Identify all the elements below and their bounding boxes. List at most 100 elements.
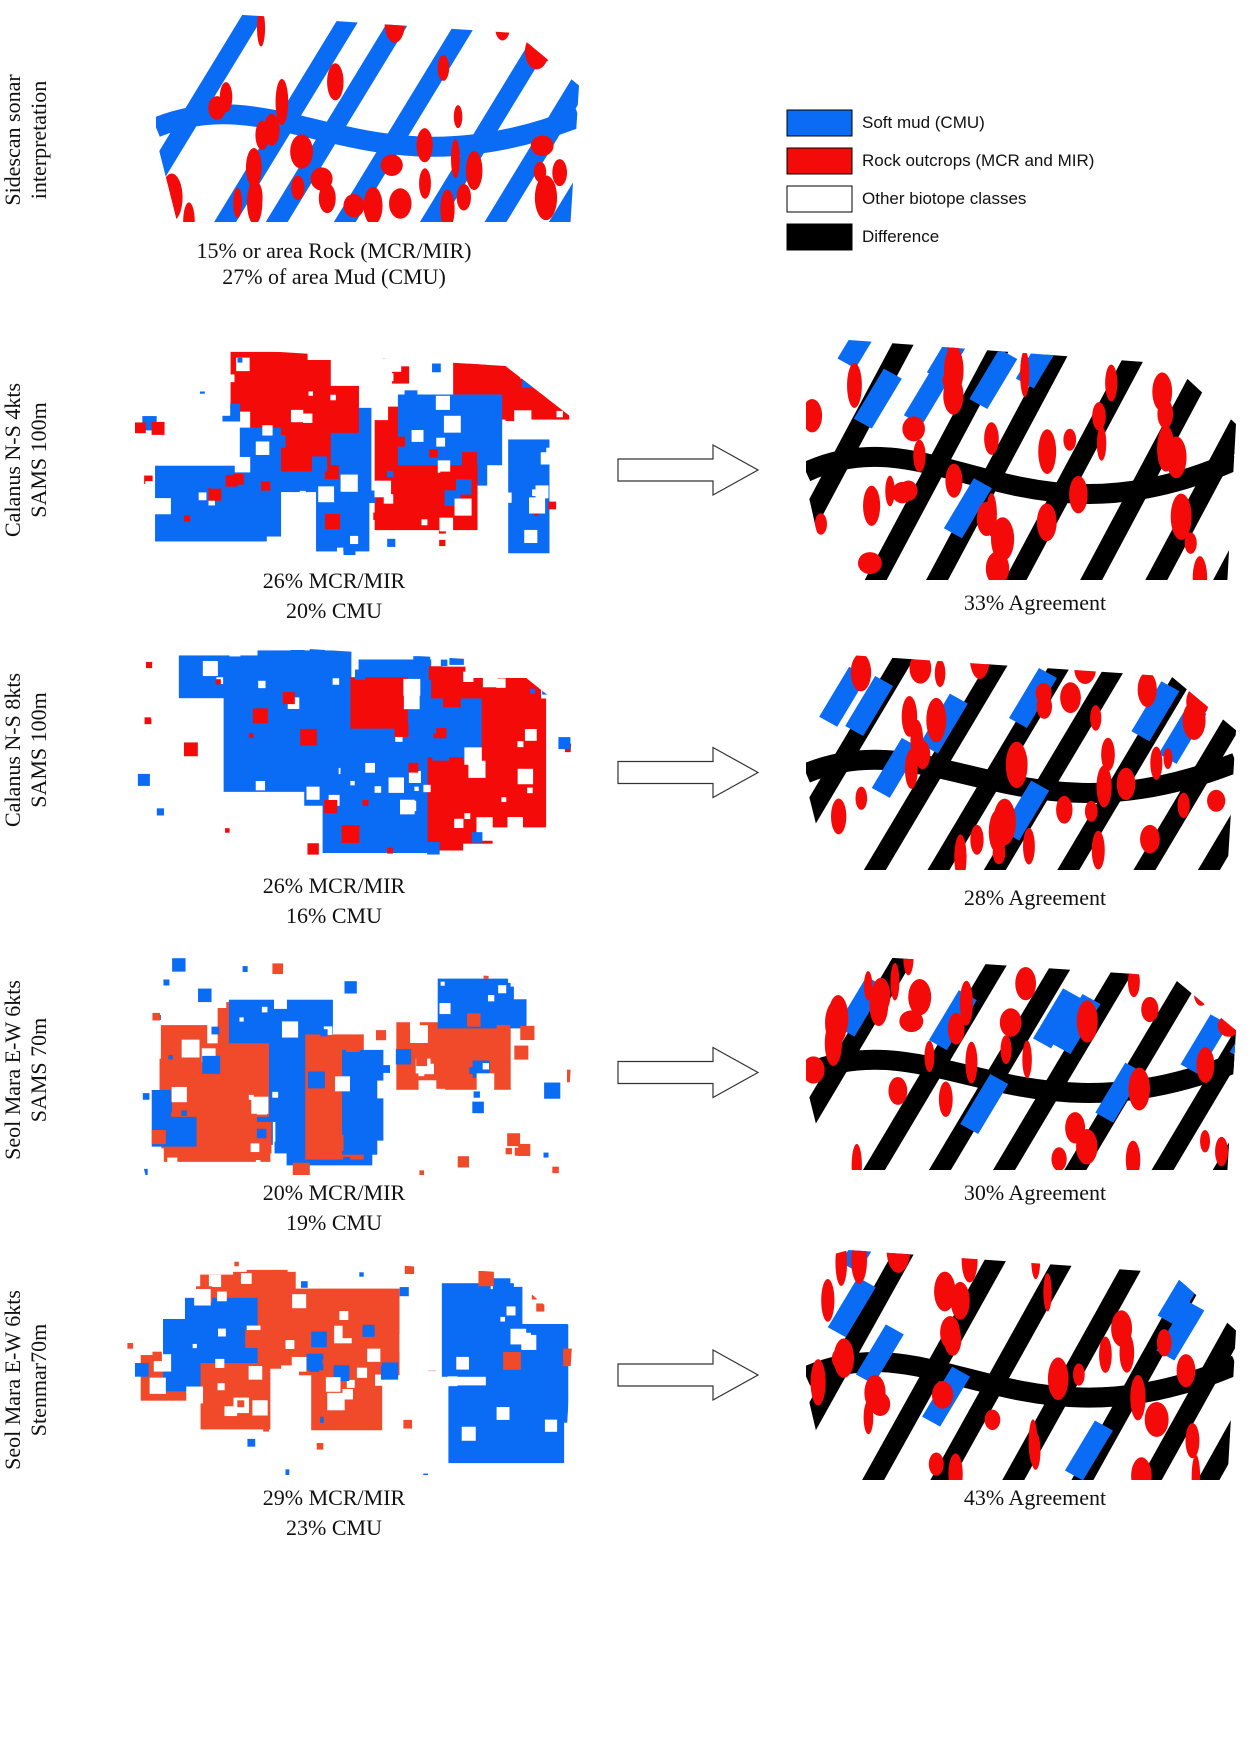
map-speck	[387, 470, 394, 478]
map-patch	[1000, 1035, 1012, 1064]
map-patch	[827, 1277, 876, 1338]
map-speck	[403, 1461, 416, 1474]
map-patch	[416, 128, 433, 163]
map-speck	[301, 1281, 308, 1288]
map-patch	[275, 78, 289, 126]
map-patch	[806, 1056, 825, 1084]
map-speck	[234, 1261, 239, 1267]
map-speck	[432, 743, 450, 761]
map-patch	[1008, 668, 1057, 729]
map-speck	[342, 1321, 359, 1339]
side-label: SAMS 70m	[26, 1018, 51, 1123]
map-patch	[934, 659, 946, 688]
map-patch	[1116, 767, 1136, 801]
map-patch	[886, 1250, 911, 1273]
map-patch	[160, 173, 183, 222]
map-speck	[374, 786, 382, 793]
map-speck	[240, 1273, 252, 1284]
map-patch	[1099, 1336, 1112, 1373]
map-speck	[413, 656, 431, 674]
map-speck	[306, 786, 320, 800]
map-speck	[403, 678, 421, 696]
map-speck	[569, 764, 573, 773]
map-patch	[1130, 1374, 1146, 1421]
map-speck	[419, 1170, 425, 1175]
map-patch	[1131, 1457, 1152, 1480]
map-speck	[549, 535, 566, 552]
map-speck	[268, 1303, 277, 1312]
arrow	[617, 746, 760, 799]
map-speck	[399, 1287, 409, 1297]
map-speck	[454, 498, 472, 516]
map-speck	[144, 475, 153, 485]
map-patch	[969, 655, 990, 680]
map-band	[156, 104, 579, 157]
map-speck	[482, 672, 498, 688]
map-speck	[464, 813, 471, 820]
map-patch	[943, 478, 992, 539]
map-speck	[467, 994, 481, 1008]
map-speck	[440, 981, 445, 986]
map-speck	[550, 830, 562, 842]
map-patch	[1051, 1147, 1067, 1170]
map-speck	[395, 436, 406, 447]
map-speck	[439, 1003, 451, 1015]
map-speck	[148, 657, 153, 662]
map-speck	[362, 799, 369, 806]
map-patch	[1157, 425, 1175, 472]
map-speck	[408, 770, 421, 783]
map-speck	[222, 1395, 234, 1407]
map-band	[930, 1250, 1081, 1480]
map-patch	[1140, 824, 1160, 854]
map-body	[806, 655, 1236, 870]
legend-label: Other biotope classes	[862, 189, 1026, 208]
map-patch	[1065, 1112, 1086, 1144]
map-speck	[342, 1389, 353, 1400]
map-speck	[145, 481, 155, 491]
map-patch	[255, 120, 270, 150]
map-patch	[853, 368, 902, 429]
map-patch	[1196, 1047, 1215, 1083]
map-speck	[261, 1006, 268, 1013]
map-speck	[533, 439, 547, 453]
map-speck	[437, 460, 451, 473]
map-speck	[540, 386, 551, 397]
map-speck	[245, 1330, 264, 1348]
map-speck	[380, 1362, 399, 1380]
caption: 26% MCR/MIR	[263, 873, 406, 898]
map-speck	[272, 963, 284, 975]
map-speck	[395, 734, 403, 742]
map-speck	[309, 647, 325, 663]
map-speck	[350, 780, 355, 786]
map-speck	[208, 1274, 222, 1287]
map-speck	[341, 825, 360, 844]
map-speck	[454, 818, 464, 829]
map-patch	[909, 655, 932, 684]
map-speck	[377, 1360, 382, 1366]
map-speck	[432, 363, 441, 373]
map-speck	[523, 1257, 537, 1271]
map-speck	[268, 1465, 286, 1475]
side-label: SAMS 100m	[26, 692, 51, 808]
map-speck	[386, 356, 402, 372]
map-band	[1080, 340, 1231, 580]
map-patch	[1101, 737, 1115, 772]
map-patch	[934, 1271, 956, 1312]
map-speck	[415, 1315, 428, 1327]
side-label: SAMS 100m	[26, 402, 51, 518]
map-speck	[225, 474, 238, 487]
map-speck	[320, 1029, 328, 1037]
map-patch	[384, 12, 405, 43]
map-speck	[423, 449, 431, 456]
map-speck	[258, 680, 266, 689]
map-patch	[524, 33, 549, 70]
map-speck	[482, 547, 492, 555]
map-patch	[456, 183, 471, 211]
map-speck	[330, 394, 336, 401]
map-speck	[229, 1445, 234, 1451]
map-patch	[534, 175, 558, 221]
map-speck	[518, 1128, 523, 1133]
map-speck	[215, 679, 221, 685]
map-speck	[387, 847, 394, 854]
map-speck	[374, 1164, 382, 1173]
